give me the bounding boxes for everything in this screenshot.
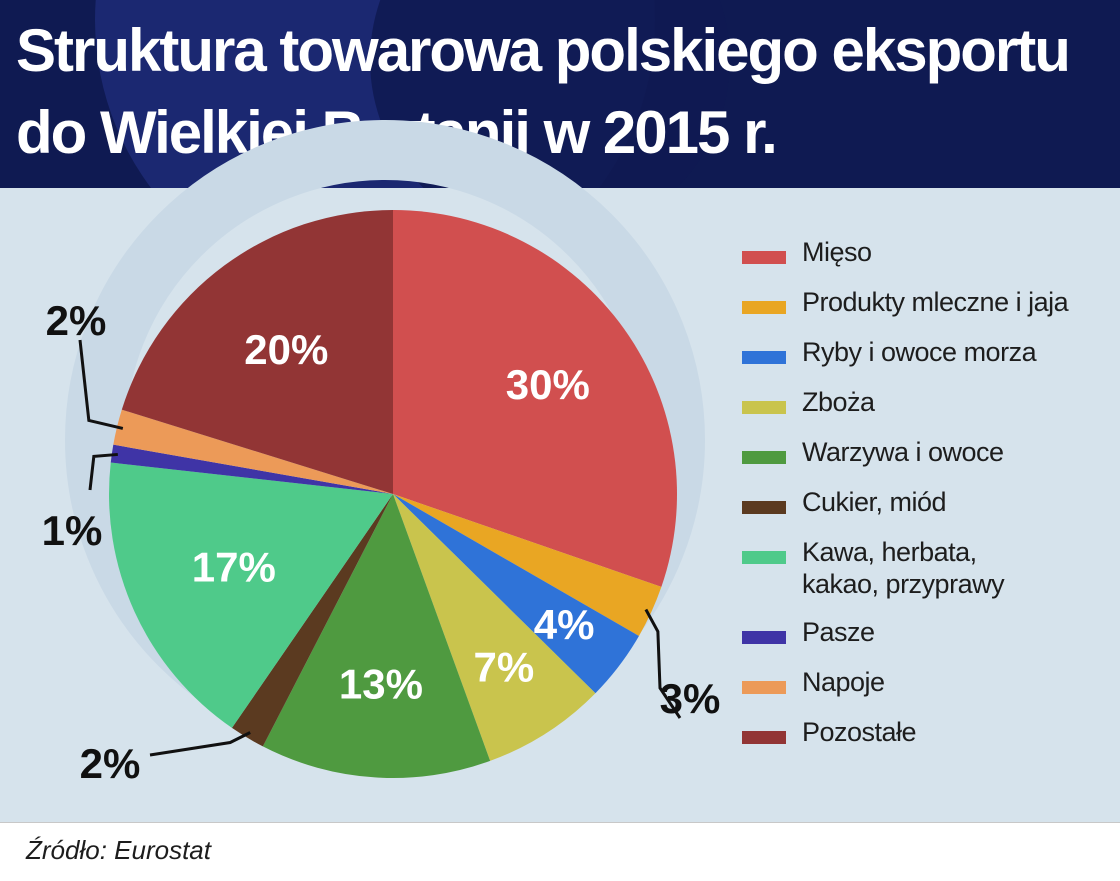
- legend-item: Pozostałe: [742, 716, 1112, 748]
- leader-line-6: [149, 731, 251, 757]
- pie-slice-9: [113, 409, 393, 494]
- legend-label: Napoje: [802, 667, 885, 697]
- header: Struktura towarowa polskiego eksportu do…: [0, 0, 1120, 188]
- legend: Mięso Produkty mleczne i jaja Ryby i owoce…: [742, 236, 1112, 748]
- leader-line-9: [78, 339, 124, 430]
- pie-slice-3: [393, 494, 639, 694]
- legend-swatch: [742, 351, 786, 364]
- legend-label: Ryby i owoce morza: [802, 337, 1037, 367]
- legend-swatch: [742, 251, 786, 264]
- chart-title: Struktura towarowa polskiego eksportu do…: [16, 17, 1071, 166]
- legend-item: Mięso: [742, 236, 1112, 268]
- slice-label-2: 3%: [660, 675, 720, 722]
- legend-swatch: [742, 501, 786, 514]
- slice-label-5: 13%: [339, 661, 423, 708]
- legend-label: Pasze: [802, 617, 875, 647]
- footer: Źródło: Eurostat: [0, 822, 1120, 881]
- legend-label: Warzywa i owoce: [802, 437, 1004, 467]
- legend-label: Produkty mleczne i jaja: [802, 287, 1069, 317]
- source-note: Źródło: Eurostat: [26, 835, 211, 865]
- legend-item: Cukier, miód: [742, 486, 1112, 518]
- slice-label-7: 17%: [192, 544, 276, 591]
- pie-slice-7: [108, 462, 393, 728]
- pie-slice-2: [393, 494, 662, 636]
- legend-item: Ryby i owoce morza: [742, 336, 1112, 368]
- pie-slice-1: [393, 210, 677, 587]
- slice-label-6: 2%: [80, 740, 141, 787]
- legend-label: Pozostałe: [802, 717, 917, 747]
- legend-swatch: [742, 551, 786, 564]
- legend-item: Zboża: [742, 386, 1112, 418]
- legend-swatch: [742, 631, 786, 644]
- leader-line-2: [644, 608, 682, 719]
- pie-chart: 30% 3% 4%7% 13% 2% 17% 1% 2% 20%: [42, 210, 720, 787]
- slice-label-10: 20%: [244, 326, 328, 373]
- legend-label: Kawa, herbata, kakao, przyprawy: [802, 537, 1005, 599]
- legend-item: Pasze: [742, 616, 1112, 648]
- legend-item: Kawa, herbata, kakao, przyprawy: [742, 536, 1112, 600]
- legend-swatch: [742, 451, 786, 464]
- pie-slice-10: [121, 210, 393, 494]
- legend-label: Mięso: [802, 237, 872, 267]
- pie-slice-5: [262, 494, 491, 778]
- slice-label-3: 4%: [534, 601, 595, 648]
- legend-label: Cukier, miód: [802, 487, 947, 517]
- pie-slice-6: [231, 494, 393, 747]
- legend-swatch: [742, 681, 786, 694]
- legend-swatch: [742, 301, 786, 314]
- leader-line-8: [88, 452, 118, 491]
- slice-label-8: 1%: [42, 507, 103, 554]
- slice-label-4: 7%: [473, 643, 534, 690]
- legend-swatch: [742, 731, 786, 744]
- slice-label-1: 30%: [506, 361, 590, 408]
- legend-item: Warzywa i owoce: [742, 436, 1112, 468]
- legend-swatch: [742, 401, 786, 414]
- legend-item: Produkty mleczne i jaja: [742, 286, 1112, 318]
- legend-label: Zboża: [802, 387, 875, 417]
- pie-slice-4: [393, 494, 596, 761]
- slice-label-9: 2%: [46, 297, 107, 344]
- legend-item: Napoje: [742, 666, 1112, 698]
- pie-slice-8: [110, 444, 393, 494]
